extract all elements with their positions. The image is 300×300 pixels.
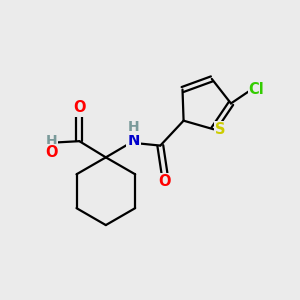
Text: H: H xyxy=(46,134,57,148)
Text: S: S xyxy=(215,122,225,137)
Text: O: O xyxy=(45,146,58,160)
Text: O: O xyxy=(73,100,86,116)
Text: Cl: Cl xyxy=(249,82,264,97)
Text: N: N xyxy=(128,133,140,148)
Text: O: O xyxy=(158,174,171,189)
Text: H: H xyxy=(128,120,140,134)
